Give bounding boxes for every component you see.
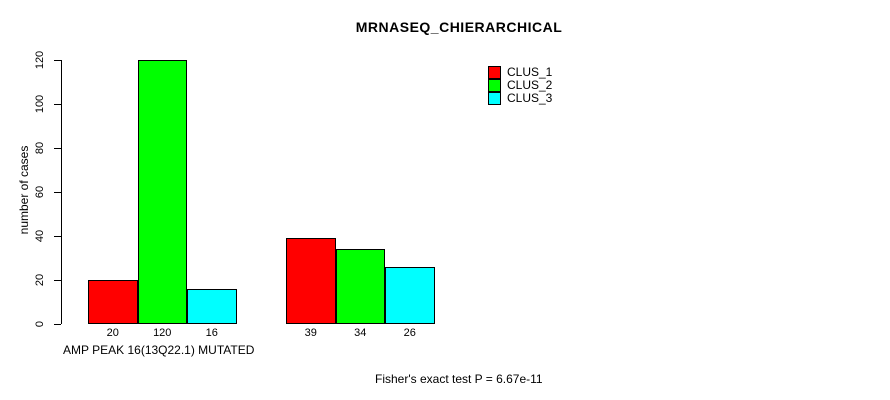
- fisher-test-annotation: Fisher's exact test P = 6.67e-11: [375, 372, 543, 386]
- y-tick-label: 120: [34, 50, 46, 70]
- y-tick-label: 0: [34, 320, 46, 328]
- legend-swatch-icon: [488, 66, 501, 79]
- bar-value-label: 26: [403, 327, 416, 339]
- bar-clus_3-group2: [385, 266, 435, 324]
- bar-value-label: 20: [106, 327, 119, 339]
- y-tick-label: 20: [34, 273, 46, 287]
- y-tick: [54, 147, 61, 149]
- bar-value-label: 120: [153, 327, 172, 339]
- legend-item-clus_2: CLUS_2: [488, 79, 552, 92]
- y-tick: [54, 323, 61, 325]
- y-tick-label: 60: [34, 185, 46, 199]
- bar-clus_2-group2: [335, 249, 385, 324]
- y-axis-line: [61, 60, 62, 324]
- y-tick: [54, 191, 61, 193]
- legend-item-clus_1: CLUS_1: [488, 66, 552, 79]
- legend-label: CLUS_1: [507, 65, 553, 79]
- bar-clus_1-group1: [88, 280, 138, 324]
- y-tick: [54, 59, 61, 61]
- bar-clus_1-group2: [286, 238, 336, 324]
- y-tick-label: 80: [34, 141, 46, 155]
- y-axis-label: number of cases: [17, 145, 31, 235]
- bar-value-label: 34: [354, 327, 367, 339]
- chart-title: MRNASEQ_CHIERARCHICAL: [355, 19, 563, 35]
- legend-swatch-icon: [488, 92, 501, 105]
- bar-value-label: 39: [304, 327, 317, 339]
- x-axis-label: AMP PEAK 16(13Q22.1) MUTATED: [63, 343, 255, 357]
- y-tick: [54, 279, 61, 281]
- y-tick-label: 40: [34, 229, 46, 243]
- legend-item-clus_3: CLUS_3: [488, 92, 552, 105]
- legend-label: CLUS_3: [507, 91, 553, 105]
- y-tick: [54, 235, 61, 237]
- y-tick-label: 100: [34, 94, 46, 114]
- bar-clus_3-group1: [187, 288, 237, 324]
- bar-value-label: 16: [205, 327, 218, 339]
- bar-clus_2-group1: [137, 60, 187, 324]
- legend-swatch-icon: [488, 79, 501, 92]
- y-tick: [54, 103, 61, 105]
- legend-label: CLUS_2: [507, 78, 553, 92]
- legend: CLUS_1 CLUS_2 CLUS_3: [488, 66, 552, 105]
